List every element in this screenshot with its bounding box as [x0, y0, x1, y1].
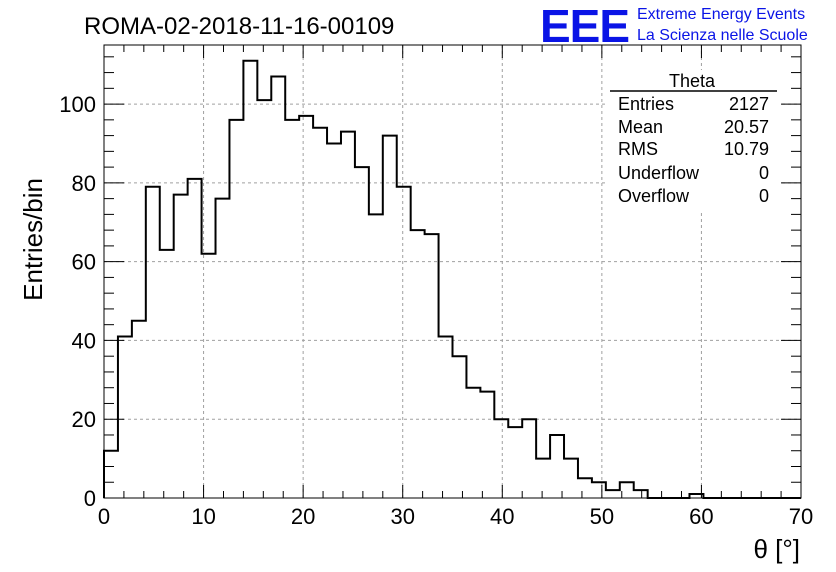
histogram-bin: [466, 388, 480, 498]
histogram-bin: [383, 136, 397, 498]
histogram-bin: [439, 336, 453, 498]
plot-frame: [103, 44, 802, 499]
histogram-bin: [299, 116, 313, 498]
x-tick-label: 20: [291, 504, 315, 529]
x-tick-label: 60: [689, 504, 713, 529]
histogram-bin: [160, 250, 174, 498]
logo-mark: EEE: [540, 0, 629, 52]
chart-title: ROMA-02-2018-11-16-00109: [84, 13, 394, 40]
stats-row-rms: RMS 10.79: [618, 139, 769, 159]
histogram-bin: [397, 187, 411, 498]
stats-row-underflow: Underflow 0: [618, 163, 769, 183]
stats-title: Theta: [669, 71, 716, 91]
histogram-bin: [229, 120, 243, 498]
x-tick-label: 10: [191, 504, 215, 529]
stats-label-mean: Mean: [618, 117, 663, 137]
histogram-outline: [103, 59, 801, 499]
stats-value-mean: 20.57: [724, 117, 769, 137]
logo-line-2: La Scienza nelle Scuole: [637, 27, 808, 44]
x-tick-label: 70: [789, 504, 813, 529]
histogram-bin: [564, 459, 578, 498]
histogram-bin: [578, 478, 592, 498]
histogram-bin: [494, 419, 508, 498]
stats-value-rms: 10.79: [724, 139, 769, 159]
stats-value-entries: 2127: [729, 94, 769, 114]
x-tick-label: 0: [98, 504, 110, 529]
histogram-bin: [522, 419, 536, 498]
histogram-bin: [257, 100, 271, 498]
stats-row-overflow: Overflow 0: [618, 186, 769, 206]
histogram-bin: [453, 356, 467, 498]
stats-box: Theta Entries 2127 Mean 20.57 RMS 10.79 …: [608, 70, 780, 210]
y-tick-label: 80: [72, 171, 96, 196]
stats-row-mean: Mean 20.57: [618, 117, 769, 137]
histogram-bin: [355, 167, 369, 498]
y-tick-label: 100: [59, 92, 96, 117]
stats-box-background: [608, 70, 780, 210]
y-tick-label: 40: [72, 328, 96, 353]
stats-row-entries: Entries 2127: [618, 94, 769, 114]
stats-label-overflow: Overflow: [618, 186, 690, 206]
histogram-bin: [285, 120, 299, 498]
histogram-bin: [146, 187, 160, 498]
histogram-bin: [118, 336, 132, 498]
histogram-bin: [243, 61, 257, 498]
histogram-bin: [104, 451, 118, 498]
x-axis-label: θ [°]: [753, 534, 800, 564]
histogram-bin: [271, 77, 285, 498]
histogram-bin: [327, 143, 341, 498]
histogram-bin: [341, 132, 355, 498]
x-tick-labels: 0 10 20 30 40 50 60 70: [98, 504, 813, 529]
x-tick-label: 30: [390, 504, 414, 529]
histogram-bin: [369, 214, 383, 498]
histogram-bin: [411, 230, 425, 498]
histogram-bin: [480, 392, 494, 498]
histogram-bin: [592, 482, 606, 498]
histogram-bin: [508, 427, 522, 498]
histogram-bin: [216, 199, 230, 498]
stats-value-overflow: 0: [759, 186, 769, 206]
histogram-bars: [103, 59, 801, 499]
y-axis-label: Entries/bin: [18, 178, 48, 301]
histogram-bin: [132, 321, 146, 498]
axis-ticks: [103, 45, 802, 499]
stats-label-entries: Entries: [618, 94, 674, 114]
logo-line-1: Extreme Energy Events: [637, 6, 805, 23]
y-tick-label: 20: [72, 407, 96, 432]
x-tick-label: 50: [590, 504, 614, 529]
stats-value-underflow: 0: [759, 163, 769, 183]
eee-logo: EEE Extreme Energy Events La Scienza nel…: [540, 0, 808, 52]
histogram-bin: [188, 179, 202, 498]
histogram-bin: [536, 459, 550, 498]
y-tick-labels: 0 20 40 60 80 100: [59, 92, 96, 511]
histogram-bin: [634, 490, 648, 498]
y-tick-label: 0: [84, 486, 96, 511]
stats-label-rms: RMS: [618, 139, 658, 159]
x-tick-label: 40: [490, 504, 514, 529]
stats-label-underflow: Underflow: [618, 163, 700, 183]
histogram-bin: [174, 195, 188, 498]
histogram-bin: [606, 490, 620, 498]
y-tick-label: 60: [72, 250, 96, 275]
histogram-bin: [550, 435, 564, 498]
histogram-bin: [425, 234, 439, 498]
